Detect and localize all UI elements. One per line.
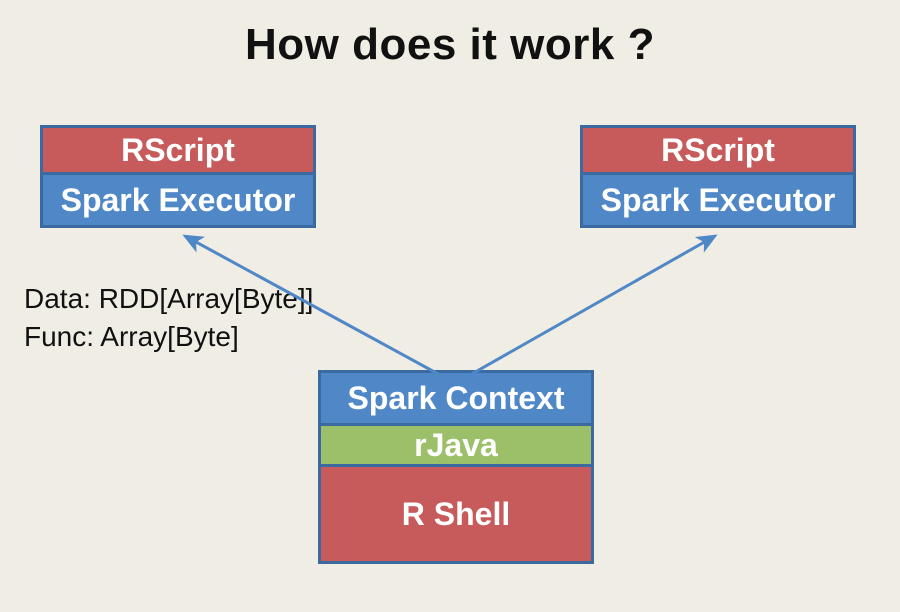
data-annotation: Data: RDD[Array[Byte]] Func: Array[Byte] <box>24 280 313 356</box>
annotation-line-func: Func: Array[Byte] <box>24 318 313 356</box>
driver-rshell: R Shell <box>318 464 594 564</box>
annotation-line-data: Data: RDD[Array[Byte]] <box>24 280 313 318</box>
executor-right-sparkexec: Spark Executor <box>580 172 856 228</box>
executor-right-rscript: RScript <box>580 125 856 175</box>
driver-spark-context: Spark Context <box>318 370 594 426</box>
page-title: How does it work ? <box>0 20 900 70</box>
executor-left-rscript: RScript <box>40 125 316 175</box>
diagram-canvas: How does it work ? RScript Spark Executo… <box>0 0 900 612</box>
executor-left-sparkexec: Spark Executor <box>40 172 316 228</box>
driver-rjava: rJava <box>318 423 594 467</box>
arrow-to-right-executor <box>470 236 715 375</box>
